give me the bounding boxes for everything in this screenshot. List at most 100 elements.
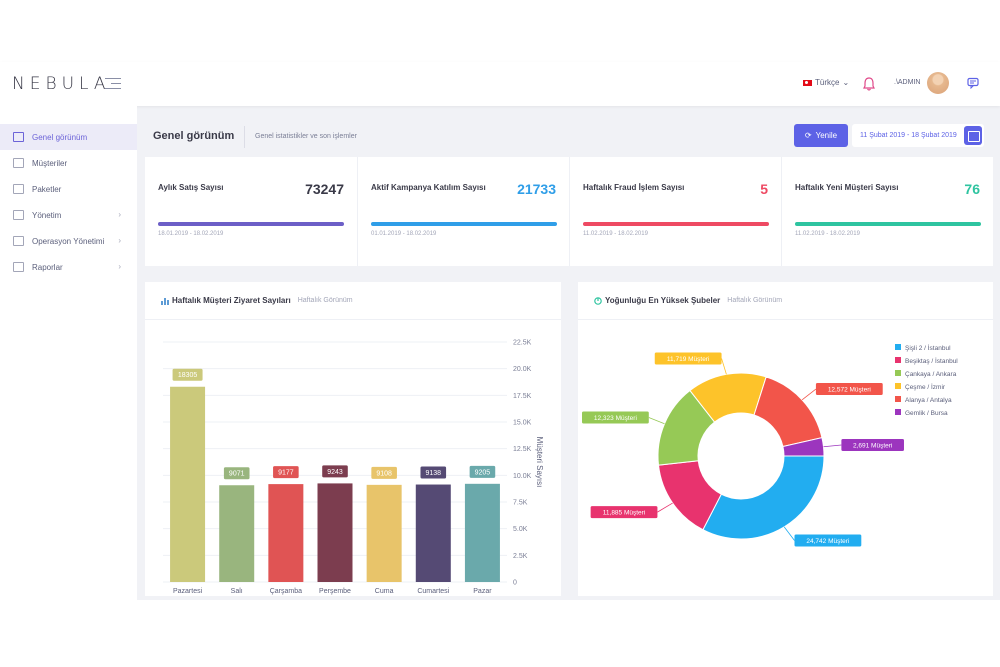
language-selector[interactable]: Türkçe ⌄ — [803, 78, 849, 87]
x-tick-label: Pazar — [473, 588, 492, 595]
slice-leader-line — [823, 444, 842, 448]
chevron-right-icon: › — [118, 236, 121, 245]
stat-progress-bar — [371, 222, 557, 226]
refresh-button[interactable]: ⟳ Yenile — [794, 124, 848, 147]
sidebar-item-label: Müşteriler — [32, 158, 68, 168]
slice-value-label: 11,885 Müşteri — [603, 510, 646, 517]
legend-swatch — [895, 357, 901, 363]
stat-card: Aylık Satış Sayısı 73247 18.01.2019 - 18… — [145, 157, 357, 266]
slice-label-badge — [582, 411, 649, 424]
sidebar-item-packages[interactable]: Paketler — [0, 176, 137, 202]
sidebar-item-label: Genel görünüm — [32, 132, 88, 142]
topbar: NEBULA Türkçe ⌄ .\ADMIN — [0, 62, 1000, 106]
sidebar-item-operations[interactable]: Operasyon Yönetimi › — [0, 228, 137, 254]
sidebar-item-management[interactable]: Yönetim › — [0, 202, 137, 228]
bar-value-badge — [469, 465, 496, 478]
user-name[interactable]: .\ADMIN — [894, 79, 921, 86]
bar[interactable] — [464, 483, 500, 582]
legend-swatch — [895, 396, 901, 402]
bar[interactable] — [268, 484, 304, 582]
list-icon — [13, 158, 24, 168]
slice-label-badge — [815, 383, 883, 396]
panel-title: Haftalık Müşteri Ziyaret Sayıları Haftal… — [161, 296, 353, 305]
bar-chart-icon — [161, 297, 169, 305]
y-tick-label: 20.0K — [513, 366, 532, 373]
legend-swatch — [895, 409, 901, 415]
y-tick-label: 0 — [513, 580, 517, 587]
legend-label: Gemlik / Bursa — [905, 410, 948, 417]
date-range-picker[interactable]: 11 Şubat 2019 - 18 Şubat 2019 — [852, 124, 984, 147]
visits-bar-chart: 0 2.5K 5.0K 7.5K 10.0K 12.5K 15.0K 17.5K 20.0K 22… — [163, 340, 544, 595]
sidebar-item-customers[interactable]: Müşteriler — [0, 150, 137, 176]
stat-value: 76 — [964, 181, 980, 197]
panel-header: Haftalık Müşteri Ziyaret Sayıları Haftal… — [145, 282, 561, 320]
layout-icon — [13, 210, 24, 220]
y-axis-title: Müşteri Sayısı — [535, 437, 544, 488]
legend-label: Çeşme / İzmir — [905, 382, 946, 391]
x-tick-label: Cumartesi — [417, 588, 449, 595]
stat-label: Aylık Satış Sayısı — [158, 183, 224, 192]
stat-value: 73247 — [305, 181, 344, 197]
avatar[interactable] — [927, 72, 949, 94]
menu-toggle-icon[interactable] — [105, 78, 121, 90]
bar-value-label: 9243 — [327, 469, 343, 476]
chevron-right-icon: › — [118, 210, 121, 219]
brand-logo[interactable]: NEBULA — [12, 74, 111, 94]
y-tick-label: 15.0K — [513, 420, 532, 427]
title-divider — [244, 126, 245, 148]
branches-panel: Yoğunluğu En Yüksek Şubeler Haftalık Gör… — [578, 282, 993, 596]
message-icon[interactable] — [967, 77, 979, 89]
stat-date-range: 18.01.2019 - 18.02.2019 — [158, 231, 224, 237]
refresh-icon: ⟳ — [804, 131, 812, 140]
stat-card: Aktif Kampanya Katılım Sayısı 21733 01.0… — [357, 157, 569, 266]
donut-slice[interactable] — [753, 376, 823, 448]
pie-chart-icon — [594, 296, 602, 305]
bar-value-label: 9108 — [376, 470, 392, 477]
legend-swatch — [895, 383, 901, 389]
sidebar-item-reports[interactable]: Raporlar › — [0, 254, 137, 280]
x-tick-label: Salı — [231, 588, 243, 595]
sidebar-item-label: Raporlar — [32, 262, 63, 272]
sidebar-item-label: Operasyon Yönetimi — [32, 236, 105, 246]
page-title: Genel görünüm — [153, 130, 235, 142]
x-tick-label: Çarşamba — [270, 588, 302, 595]
panel-title-text: Haftalık Müşteri Ziyaret Sayıları — [172, 296, 291, 305]
bar-value-label: 18305 — [178, 372, 198, 379]
slice-value-label: 12,572 Müşteri — [828, 387, 871, 394]
calendar-icon[interactable] — [964, 126, 982, 145]
bar[interactable] — [170, 386, 206, 582]
layout-icon — [13, 236, 24, 246]
bar[interactable] — [415, 484, 451, 582]
stats-row: Aylık Satış Sayısı 73247 18.01.2019 - 18… — [145, 157, 993, 266]
sidebar-item-overview[interactable]: Genel görünüm — [0, 124, 137, 150]
panel-title: Yoğunluğu En Yüksek Şubeler Haftalık Gör… — [594, 296, 782, 305]
donut-slice[interactable] — [782, 437, 825, 457]
app-shell: NEBULA Türkçe ⌄ .\ADMIN Genel görünüm Mü… — [0, 62, 1000, 600]
bar-value-badge — [172, 368, 203, 381]
stat-label: Haftalık Fraud İşlem Sayısı — [583, 183, 685, 192]
x-tick-label: Perşembe — [319, 588, 351, 595]
bar[interactable] — [317, 483, 353, 582]
bell-icon[interactable] — [862, 76, 876, 92]
sidebar: Genel görünüm Müşteriler Paketler Yöneti… — [0, 106, 137, 600]
report-icon — [13, 262, 24, 272]
x-tick-label: Pazartesi — [173, 588, 203, 595]
slice-label-badge — [654, 352, 722, 365]
y-tick-label: 5.0K — [513, 526, 528, 533]
bar-value-badge — [420, 466, 447, 479]
page-subtitle: Genel istatistikler ve son işlemler — [255, 133, 357, 140]
slice-value-label: 12,323 Müşteri — [594, 415, 637, 422]
donut-slice[interactable] — [702, 455, 825, 540]
legend-swatch — [895, 344, 901, 350]
panel-subtitle: Haftalık Görünüm — [297, 297, 353, 304]
panel-subtitle: Haftalık Görünüm — [727, 297, 783, 304]
bar[interactable] — [219, 485, 255, 582]
stat-progress-bar — [158, 222, 344, 226]
bar[interactable] — [366, 484, 402, 582]
stat-date-range: 01.01.2019 - 18.02.2019 — [371, 231, 437, 237]
y-tick-label: 12.5K — [513, 446, 532, 453]
refresh-label: Yenile — [815, 131, 838, 140]
legend-label: Alanya / Antalya — [905, 397, 952, 404]
legend-label: Çankaya / Ankara — [905, 371, 957, 378]
date-range-value: 11 Şubat 2019 - 18 Şubat 2019 — [860, 132, 957, 139]
